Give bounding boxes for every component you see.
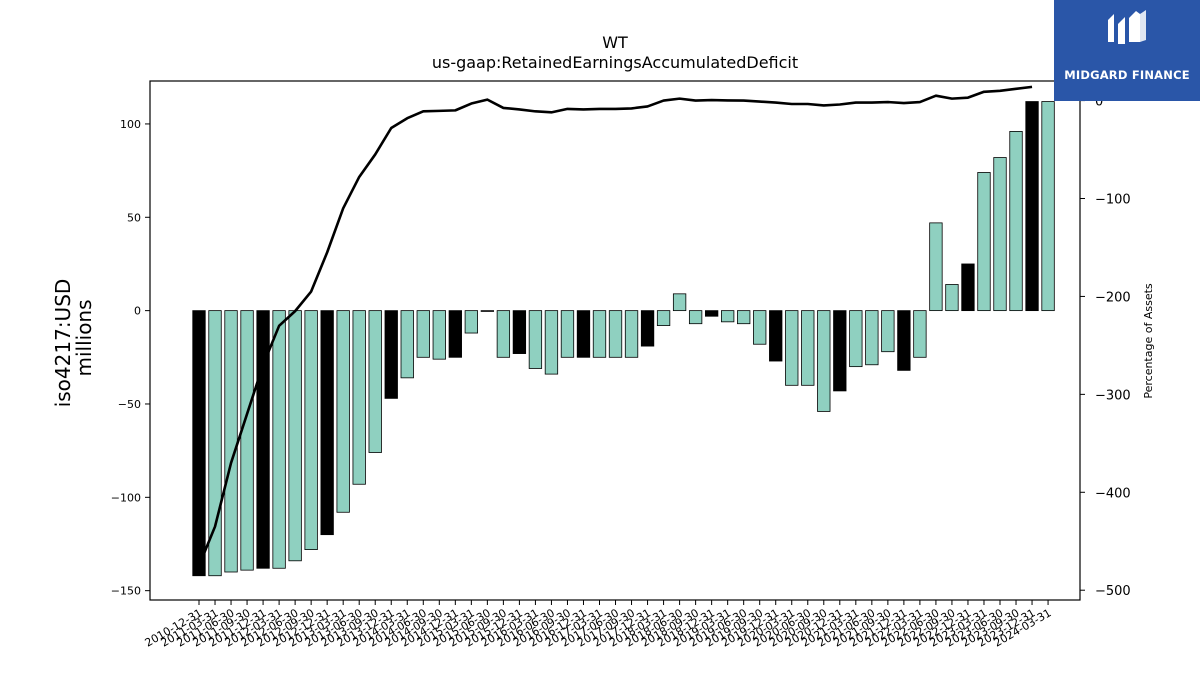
bar (304, 310, 318, 550)
y-axis-label-line-1: iso4217:USD (51, 279, 75, 408)
bar (320, 310, 334, 536)
bar (256, 310, 270, 569)
y-tick-label: 50 (127, 211, 141, 224)
y-axis-left: −150 −100 −50 0 50 100 (111, 118, 150, 598)
y2-tick-label: −200 (1095, 290, 1131, 305)
line-series-path (197, 85, 1033, 567)
bar (704, 310, 719, 317)
y2-axis-label: Percentage of Assets (1142, 283, 1155, 399)
bar (640, 310, 655, 347)
bar (512, 310, 527, 354)
bar (1025, 101, 1039, 312)
y2-tick-label: 0 (1095, 95, 1103, 110)
bar (656, 310, 671, 326)
bar (1009, 131, 1023, 312)
bar (576, 310, 591, 358)
y-axis-right: −500 −400 −300 −200 −100 0 (1080, 95, 1131, 599)
y2-tick-label: −500 (1095, 584, 1131, 599)
bar (881, 310, 895, 353)
bar (753, 310, 767, 345)
bar (608, 310, 623, 358)
logo: MIDGARD FINANCE (1054, 0, 1200, 101)
chart-title: WT (602, 33, 628, 52)
bar (528, 310, 543, 369)
bar (624, 310, 639, 358)
y2-tick-label: −400 (1095, 486, 1131, 501)
bar (817, 310, 831, 412)
bar (737, 310, 751, 325)
bar (721, 310, 735, 323)
bar (961, 263, 975, 312)
bar (801, 310, 815, 386)
y2-tick-label: −300 (1095, 388, 1131, 403)
bar (785, 310, 799, 386)
bar (480, 310, 495, 312)
bar (993, 157, 1007, 312)
bar (688, 310, 703, 325)
plot-frame (149, 80, 1081, 601)
logo-mark-icon (1108, 10, 1146, 44)
bar (448, 310, 462, 358)
bar (352, 310, 366, 485)
bar (929, 222, 943, 312)
bar (192, 310, 206, 577)
bar (833, 310, 847, 392)
bar (913, 310, 927, 358)
bar (272, 310, 286, 569)
logo-text: MIDGARD FINANCE (1064, 68, 1190, 82)
bar (865, 310, 879, 366)
bar (769, 310, 783, 362)
bar-series (192, 101, 1055, 577)
bar (1041, 101, 1055, 312)
chart-subtitle: us-gaap:RetainedEarningsAccumulatedDefic… (432, 53, 798, 72)
bar (464, 310, 478, 334)
bar (945, 284, 959, 312)
bar (592, 310, 607, 358)
y-tick-label: 100 (120, 118, 141, 131)
x-axis: 2010-12-312011-03-312011-06-302011-09-30… (143, 600, 1054, 650)
y-tick-label: −100 (111, 491, 141, 504)
bar (368, 310, 382, 453)
bar (336, 310, 350, 513)
bar (544, 310, 559, 375)
line-series (197, 85, 1033, 567)
y-tick-label: 0 (134, 305, 141, 318)
bar (384, 310, 398, 399)
bar (977, 172, 991, 312)
bar (672, 293, 687, 312)
y-tick-label: −50 (118, 398, 141, 411)
y-tick-label: −150 (111, 585, 141, 598)
bar (496, 310, 511, 358)
bar (400, 310, 414, 379)
bar (432, 310, 446, 360)
bar (897, 310, 911, 371)
y-axis-label-line-2: millions (72, 299, 96, 376)
bar (849, 310, 863, 368)
y2-tick-label: −100 (1095, 193, 1131, 208)
bar (240, 310, 254, 571)
bar (416, 310, 430, 358)
bar (288, 310, 302, 562)
bar (560, 310, 575, 358)
bar (224, 310, 238, 573)
